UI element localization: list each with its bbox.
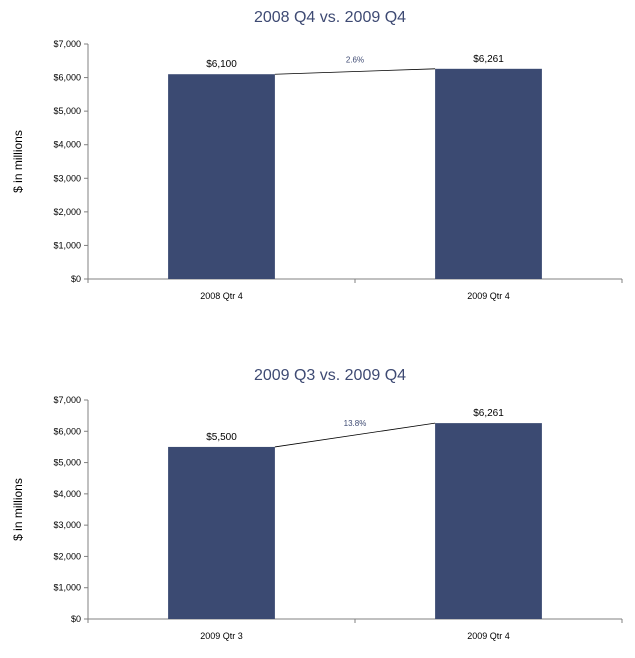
bar-value-label: $6,261 [473,54,504,65]
chart-2009q3-vs-2009q4: 2009 Q3 vs. 2009 Q4 $ in millions $0 $1,000… [11,367,623,641]
bar-2009-qtr-3 [168,446,275,619]
percent-change-label: 2.6% [346,56,364,65]
y-tick-label: $0 [71,274,81,284]
chart-title: 2008 Q4 vs. 2009 Q4 [254,9,406,26]
y-tick-label: $4,000 [53,140,81,150]
bar-2009-qtr-4 [435,68,542,279]
y-tick-label: $6,000 [53,73,81,83]
change-connector-line [274,422,436,448]
bar-2009-qtr-4 [435,423,542,619]
y-tick-label: $5,000 [53,106,81,116]
bar-value-label: $6,261 [473,408,504,419]
change-connector-line [274,68,436,75]
chart-title: 2009 Q3 vs. 2009 Q4 [254,367,406,384]
bar-value-label: $6,100 [206,59,237,70]
bar-value-label: $5,500 [206,432,237,443]
y-tick-label: $7,000 [53,395,81,405]
y-tick-label: $4,000 [53,489,81,499]
bar-2008-qtr-4 [168,74,275,279]
y-tick-label: $3,000 [53,173,81,183]
x-tick-label: 2008 Qtr 4 [200,291,243,301]
y-tick-label: $1,000 [53,583,81,593]
y-axis-label: $ in millions [11,130,25,193]
x-tick-label: 2009 Qtr 3 [200,631,243,641]
y-tick-label: $6,000 [53,426,81,436]
y-tick-label: $3,000 [53,520,81,530]
percent-change-label: 13.8% [344,419,367,428]
y-tick-label: $1,000 [53,240,81,250]
x-tick-label: 2009 Qtr 4 [467,291,510,301]
y-tick-label: $5,000 [53,458,81,468]
y-tick-label: $7,000 [53,39,81,49]
x-tick-label: 2009 Qtr 4 [467,631,510,641]
y-axis-label: $ in millions [11,478,25,541]
y-tick-label: $2,000 [53,207,81,217]
chart-2008q4-vs-2009q4: 2008 Q4 vs. 2009 Q4 $ in millions $0 $1,000… [11,9,623,301]
y-tick-label: $0 [71,614,81,624]
y-tick-label: $2,000 [53,551,81,561]
